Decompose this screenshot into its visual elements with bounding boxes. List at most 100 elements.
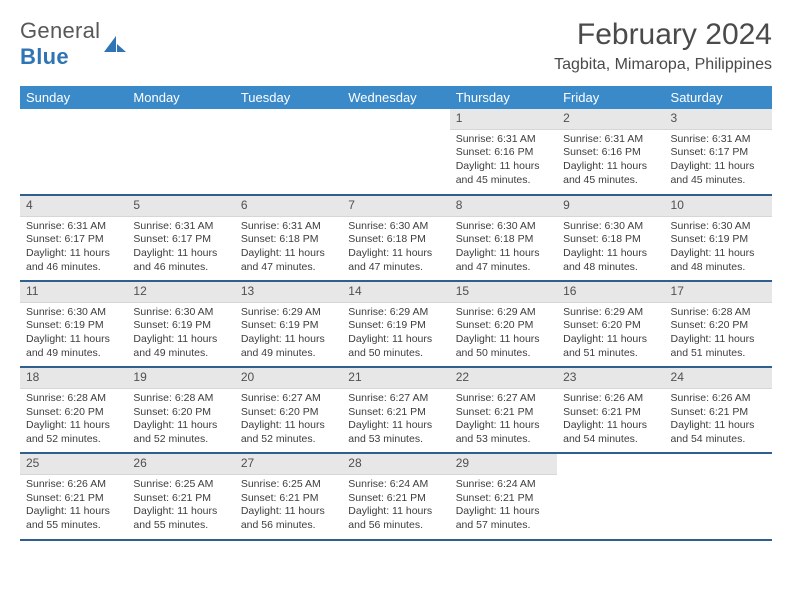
- day-body: Sunrise: 6:27 AMSunset: 6:20 PMDaylight:…: [235, 389, 342, 453]
- sunrise-line: Sunrise: 6:26 AM: [671, 392, 766, 406]
- calendar-row: 4Sunrise: 6:31 AMSunset: 6:17 PMDaylight…: [20, 195, 772, 281]
- day-number: 20: [235, 368, 342, 389]
- page-header: General Blue February 2024 Tagbita, Mima…: [20, 18, 772, 74]
- calendar-cell: 20Sunrise: 6:27 AMSunset: 6:20 PMDayligh…: [235, 367, 342, 453]
- daylight-line: Daylight: 11 hours and 56 minutes.: [348, 505, 443, 532]
- day-body: Sunrise: 6:31 AMSunset: 6:16 PMDaylight:…: [557, 130, 664, 194]
- sunset-line: Sunset: 6:18 PM: [241, 233, 336, 247]
- day-body: Sunrise: 6:30 AMSunset: 6:18 PMDaylight:…: [557, 217, 664, 281]
- day-number: 29: [450, 454, 557, 475]
- calendar-cell: 19Sunrise: 6:28 AMSunset: 6:20 PMDayligh…: [127, 367, 234, 453]
- day-body: Sunrise: 6:30 AMSunset: 6:18 PMDaylight:…: [450, 217, 557, 281]
- day-body: Sunrise: 6:30 AMSunset: 6:19 PMDaylight:…: [20, 303, 127, 367]
- calendar-cell: 24Sunrise: 6:26 AMSunset: 6:21 PMDayligh…: [665, 367, 772, 453]
- calendar-cell: 26Sunrise: 6:25 AMSunset: 6:21 PMDayligh…: [127, 453, 234, 539]
- calendar-row: 18Sunrise: 6:28 AMSunset: 6:20 PMDayligh…: [20, 367, 772, 453]
- calendar-cell: 6Sunrise: 6:31 AMSunset: 6:18 PMDaylight…: [235, 195, 342, 281]
- day-number: 24: [665, 368, 772, 389]
- calendar-row: 1Sunrise: 6:31 AMSunset: 6:16 PMDaylight…: [20, 109, 772, 195]
- daylight-line: Daylight: 11 hours and 45 minutes.: [563, 160, 658, 187]
- sunset-line: Sunset: 6:20 PM: [671, 319, 766, 333]
- daylight-line: Daylight: 11 hours and 45 minutes.: [456, 160, 551, 187]
- day-body: Sunrise: 6:27 AMSunset: 6:21 PMDaylight:…: [450, 389, 557, 453]
- day-number: 23: [557, 368, 664, 389]
- calendar-cell-empty: [342, 109, 449, 195]
- calendar-header-row: SundayMondayTuesdayWednesdayThursdayFrid…: [20, 86, 772, 109]
- month-title: February 2024: [554, 18, 772, 52]
- daylight-line: Daylight: 11 hours and 53 minutes.: [456, 419, 551, 446]
- daylight-line: Daylight: 11 hours and 48 minutes.: [563, 247, 658, 274]
- day-number: 15: [450, 282, 557, 303]
- daylight-line: Daylight: 11 hours and 56 minutes.: [241, 505, 336, 532]
- calendar-cell: 10Sunrise: 6:30 AMSunset: 6:19 PMDayligh…: [665, 195, 772, 281]
- sunrise-line: Sunrise: 6:27 AM: [348, 392, 443, 406]
- sunset-line: Sunset: 6:17 PM: [26, 233, 121, 247]
- day-number: 21: [342, 368, 449, 389]
- calendar-cell: 21Sunrise: 6:27 AMSunset: 6:21 PMDayligh…: [342, 367, 449, 453]
- daylight-line: Daylight: 11 hours and 52 minutes.: [133, 419, 228, 446]
- sunset-line: Sunset: 6:19 PM: [348, 319, 443, 333]
- calendar-cell: 15Sunrise: 6:29 AMSunset: 6:20 PMDayligh…: [450, 281, 557, 367]
- sunset-line: Sunset: 6:21 PM: [456, 406, 551, 420]
- calendar-cell: 27Sunrise: 6:25 AMSunset: 6:21 PMDayligh…: [235, 453, 342, 539]
- brand-logo: General Blue: [20, 18, 128, 70]
- sunrise-line: Sunrise: 6:25 AM: [241, 478, 336, 492]
- weekday-header: Monday: [127, 86, 234, 109]
- sunset-line: Sunset: 6:21 PM: [348, 406, 443, 420]
- header-right: February 2024 Tagbita, Mimaropa, Philipp…: [554, 18, 772, 74]
- sunset-line: Sunset: 6:19 PM: [241, 319, 336, 333]
- calendar-cell-empty: [665, 453, 772, 539]
- sunrise-line: Sunrise: 6:28 AM: [133, 392, 228, 406]
- day-number: 25: [20, 454, 127, 475]
- daylight-line: Daylight: 11 hours and 55 minutes.: [26, 505, 121, 532]
- sunrise-line: Sunrise: 6:30 AM: [133, 306, 228, 320]
- sunset-line: Sunset: 6:17 PM: [133, 233, 228, 247]
- day-number: 2: [557, 109, 664, 130]
- calendar-cell: 11Sunrise: 6:30 AMSunset: 6:19 PMDayligh…: [20, 281, 127, 367]
- calendar-cell: 14Sunrise: 6:29 AMSunset: 6:19 PMDayligh…: [342, 281, 449, 367]
- calendar-cell-empty: [127, 109, 234, 195]
- day-number: 18: [20, 368, 127, 389]
- sunset-line: Sunset: 6:20 PM: [456, 319, 551, 333]
- sunset-line: Sunset: 6:21 PM: [241, 492, 336, 506]
- day-body: Sunrise: 6:24 AMSunset: 6:21 PMDaylight:…: [342, 475, 449, 539]
- sunset-line: Sunset: 6:17 PM: [671, 146, 766, 160]
- sunrise-line: Sunrise: 6:29 AM: [241, 306, 336, 320]
- sunset-line: Sunset: 6:16 PM: [456, 146, 551, 160]
- daylight-line: Daylight: 11 hours and 49 minutes.: [26, 333, 121, 360]
- sunrise-line: Sunrise: 6:29 AM: [348, 306, 443, 320]
- sunset-line: Sunset: 6:18 PM: [563, 233, 658, 247]
- daylight-line: Daylight: 11 hours and 49 minutes.: [241, 333, 336, 360]
- day-body: Sunrise: 6:31 AMSunset: 6:16 PMDaylight:…: [450, 130, 557, 194]
- calendar-cell: 22Sunrise: 6:27 AMSunset: 6:21 PMDayligh…: [450, 367, 557, 453]
- sunset-line: Sunset: 6:16 PM: [563, 146, 658, 160]
- calendar-cell: 1Sunrise: 6:31 AMSunset: 6:16 PMDaylight…: [450, 109, 557, 195]
- daylight-line: Daylight: 11 hours and 52 minutes.: [26, 419, 121, 446]
- sunrise-line: Sunrise: 6:27 AM: [456, 392, 551, 406]
- sunrise-line: Sunrise: 6:26 AM: [26, 478, 121, 492]
- sunset-line: Sunset: 6:19 PM: [671, 233, 766, 247]
- day-body: Sunrise: 6:31 AMSunset: 6:17 PMDaylight:…: [665, 130, 772, 194]
- daylight-line: Daylight: 11 hours and 57 minutes.: [456, 505, 551, 532]
- day-body: Sunrise: 6:24 AMSunset: 6:21 PMDaylight:…: [450, 475, 557, 539]
- sunrise-line: Sunrise: 6:31 AM: [563, 133, 658, 147]
- calendar-cell: 9Sunrise: 6:30 AMSunset: 6:18 PMDaylight…: [557, 195, 664, 281]
- daylight-line: Daylight: 11 hours and 47 minutes.: [241, 247, 336, 274]
- day-number: 16: [557, 282, 664, 303]
- sunrise-line: Sunrise: 6:25 AM: [133, 478, 228, 492]
- sunset-line: Sunset: 6:21 PM: [348, 492, 443, 506]
- sunset-line: Sunset: 6:18 PM: [348, 233, 443, 247]
- day-number: 8: [450, 196, 557, 217]
- location-label: Tagbita, Mimaropa, Philippines: [554, 56, 772, 74]
- day-number: 9: [557, 196, 664, 217]
- calendar-cell: 3Sunrise: 6:31 AMSunset: 6:17 PMDaylight…: [665, 109, 772, 195]
- sunset-line: Sunset: 6:20 PM: [133, 406, 228, 420]
- brand-word1: General: [20, 18, 100, 43]
- day-number: 7: [342, 196, 449, 217]
- daylight-line: Daylight: 11 hours and 50 minutes.: [348, 333, 443, 360]
- calendar-cell: 16Sunrise: 6:29 AMSunset: 6:20 PMDayligh…: [557, 281, 664, 367]
- calendar-cell: 28Sunrise: 6:24 AMSunset: 6:21 PMDayligh…: [342, 453, 449, 539]
- day-body: Sunrise: 6:29 AMSunset: 6:19 PMDaylight:…: [235, 303, 342, 367]
- calendar-cell-empty: [235, 109, 342, 195]
- day-body: Sunrise: 6:26 AMSunset: 6:21 PMDaylight:…: [557, 389, 664, 453]
